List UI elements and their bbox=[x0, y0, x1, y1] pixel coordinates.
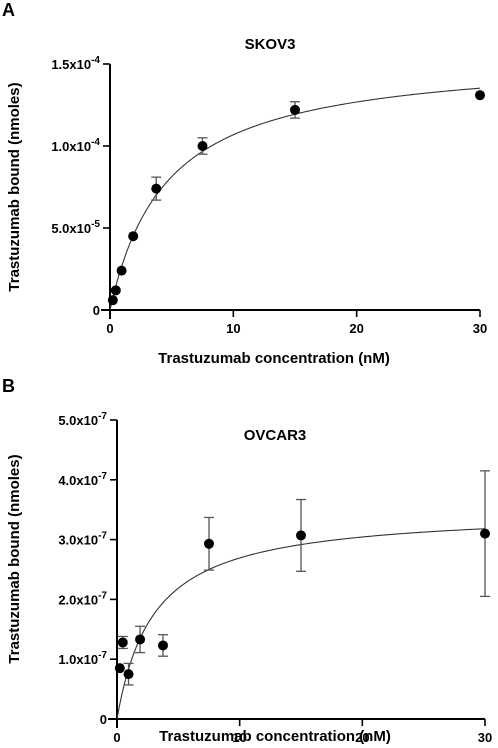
data-point bbox=[290, 104, 300, 115]
data-point bbox=[135, 634, 146, 645]
panel-a: A SKOV3 Trastuzumab concentration (nM) T… bbox=[2, 0, 487, 367]
x-tick-label: 10 bbox=[226, 321, 240, 336]
y-tick-label: 4.0x10-7 bbox=[58, 471, 107, 488]
x-tick-label: 20 bbox=[349, 321, 363, 336]
x-tick-label: 10 bbox=[232, 730, 246, 745]
data-point bbox=[114, 663, 125, 674]
plot-area: 0 10 20 30 0 5.0x10-5 1.0x10-4 1.5x10-4 bbox=[51, 55, 487, 336]
data-point bbox=[110, 285, 121, 296]
y-tick-label: 5.0x10-5 bbox=[51, 219, 100, 236]
x-tick-label: 0 bbox=[113, 730, 120, 745]
data-point bbox=[158, 640, 168, 651]
fit-curve bbox=[109, 87, 481, 311]
x-axis-label: Trastuzumab concentration (nM) bbox=[158, 350, 390, 367]
y-axis-label: Trastuzumab bound (nmoles) bbox=[6, 82, 23, 291]
data-point bbox=[117, 637, 128, 648]
panel-letter: B bbox=[2, 376, 15, 396]
x-axis-label: Trastuzumab concentration (nM) bbox=[159, 728, 391, 745]
y-tick-label: 0 bbox=[100, 712, 107, 727]
y-tick-label: 3.0x10-7 bbox=[58, 531, 107, 548]
y-tick-label: 1.0x10-7 bbox=[58, 650, 107, 667]
data-point bbox=[197, 141, 208, 151]
x-tick-label: 30 bbox=[478, 730, 492, 745]
y-axis-label: Trastuzumab bound (nmoles) bbox=[6, 454, 23, 663]
x-tick-label: 20 bbox=[355, 730, 369, 745]
data-point bbox=[123, 669, 134, 680]
data-point bbox=[107, 295, 118, 306]
data-point bbox=[480, 528, 490, 539]
data-point bbox=[116, 265, 127, 276]
data-point bbox=[151, 183, 162, 194]
data-point bbox=[475, 90, 485, 101]
panel-letter: A bbox=[2, 0, 15, 20]
y-tick-label: 5.0x10-7 bbox=[58, 411, 107, 428]
data-point bbox=[296, 530, 306, 541]
x-tick-label: 30 bbox=[473, 321, 487, 336]
y-tick-label: 1.0x10-4 bbox=[51, 137, 100, 154]
data-point bbox=[204, 538, 214, 549]
chart-title: OVCAR3 bbox=[244, 427, 307, 444]
x-tick-label: 0 bbox=[106, 321, 113, 336]
y-tick-label: 1.5x10-4 bbox=[51, 55, 100, 72]
y-tick-label: 2.0x10-7 bbox=[58, 590, 107, 607]
data-point bbox=[128, 231, 139, 242]
plot-area: 0 10 20 30 0 1.0x10-7 2.0x10-7 3.0x10-7 4.0x10-7… bbox=[58, 411, 492, 745]
y-tick-label: 0 bbox=[93, 303, 100, 318]
panel-b: B OVCAR3 Trastuzumab concentration (nM) … bbox=[2, 376, 492, 745]
chart-title: SKOV3 bbox=[245, 36, 296, 53]
